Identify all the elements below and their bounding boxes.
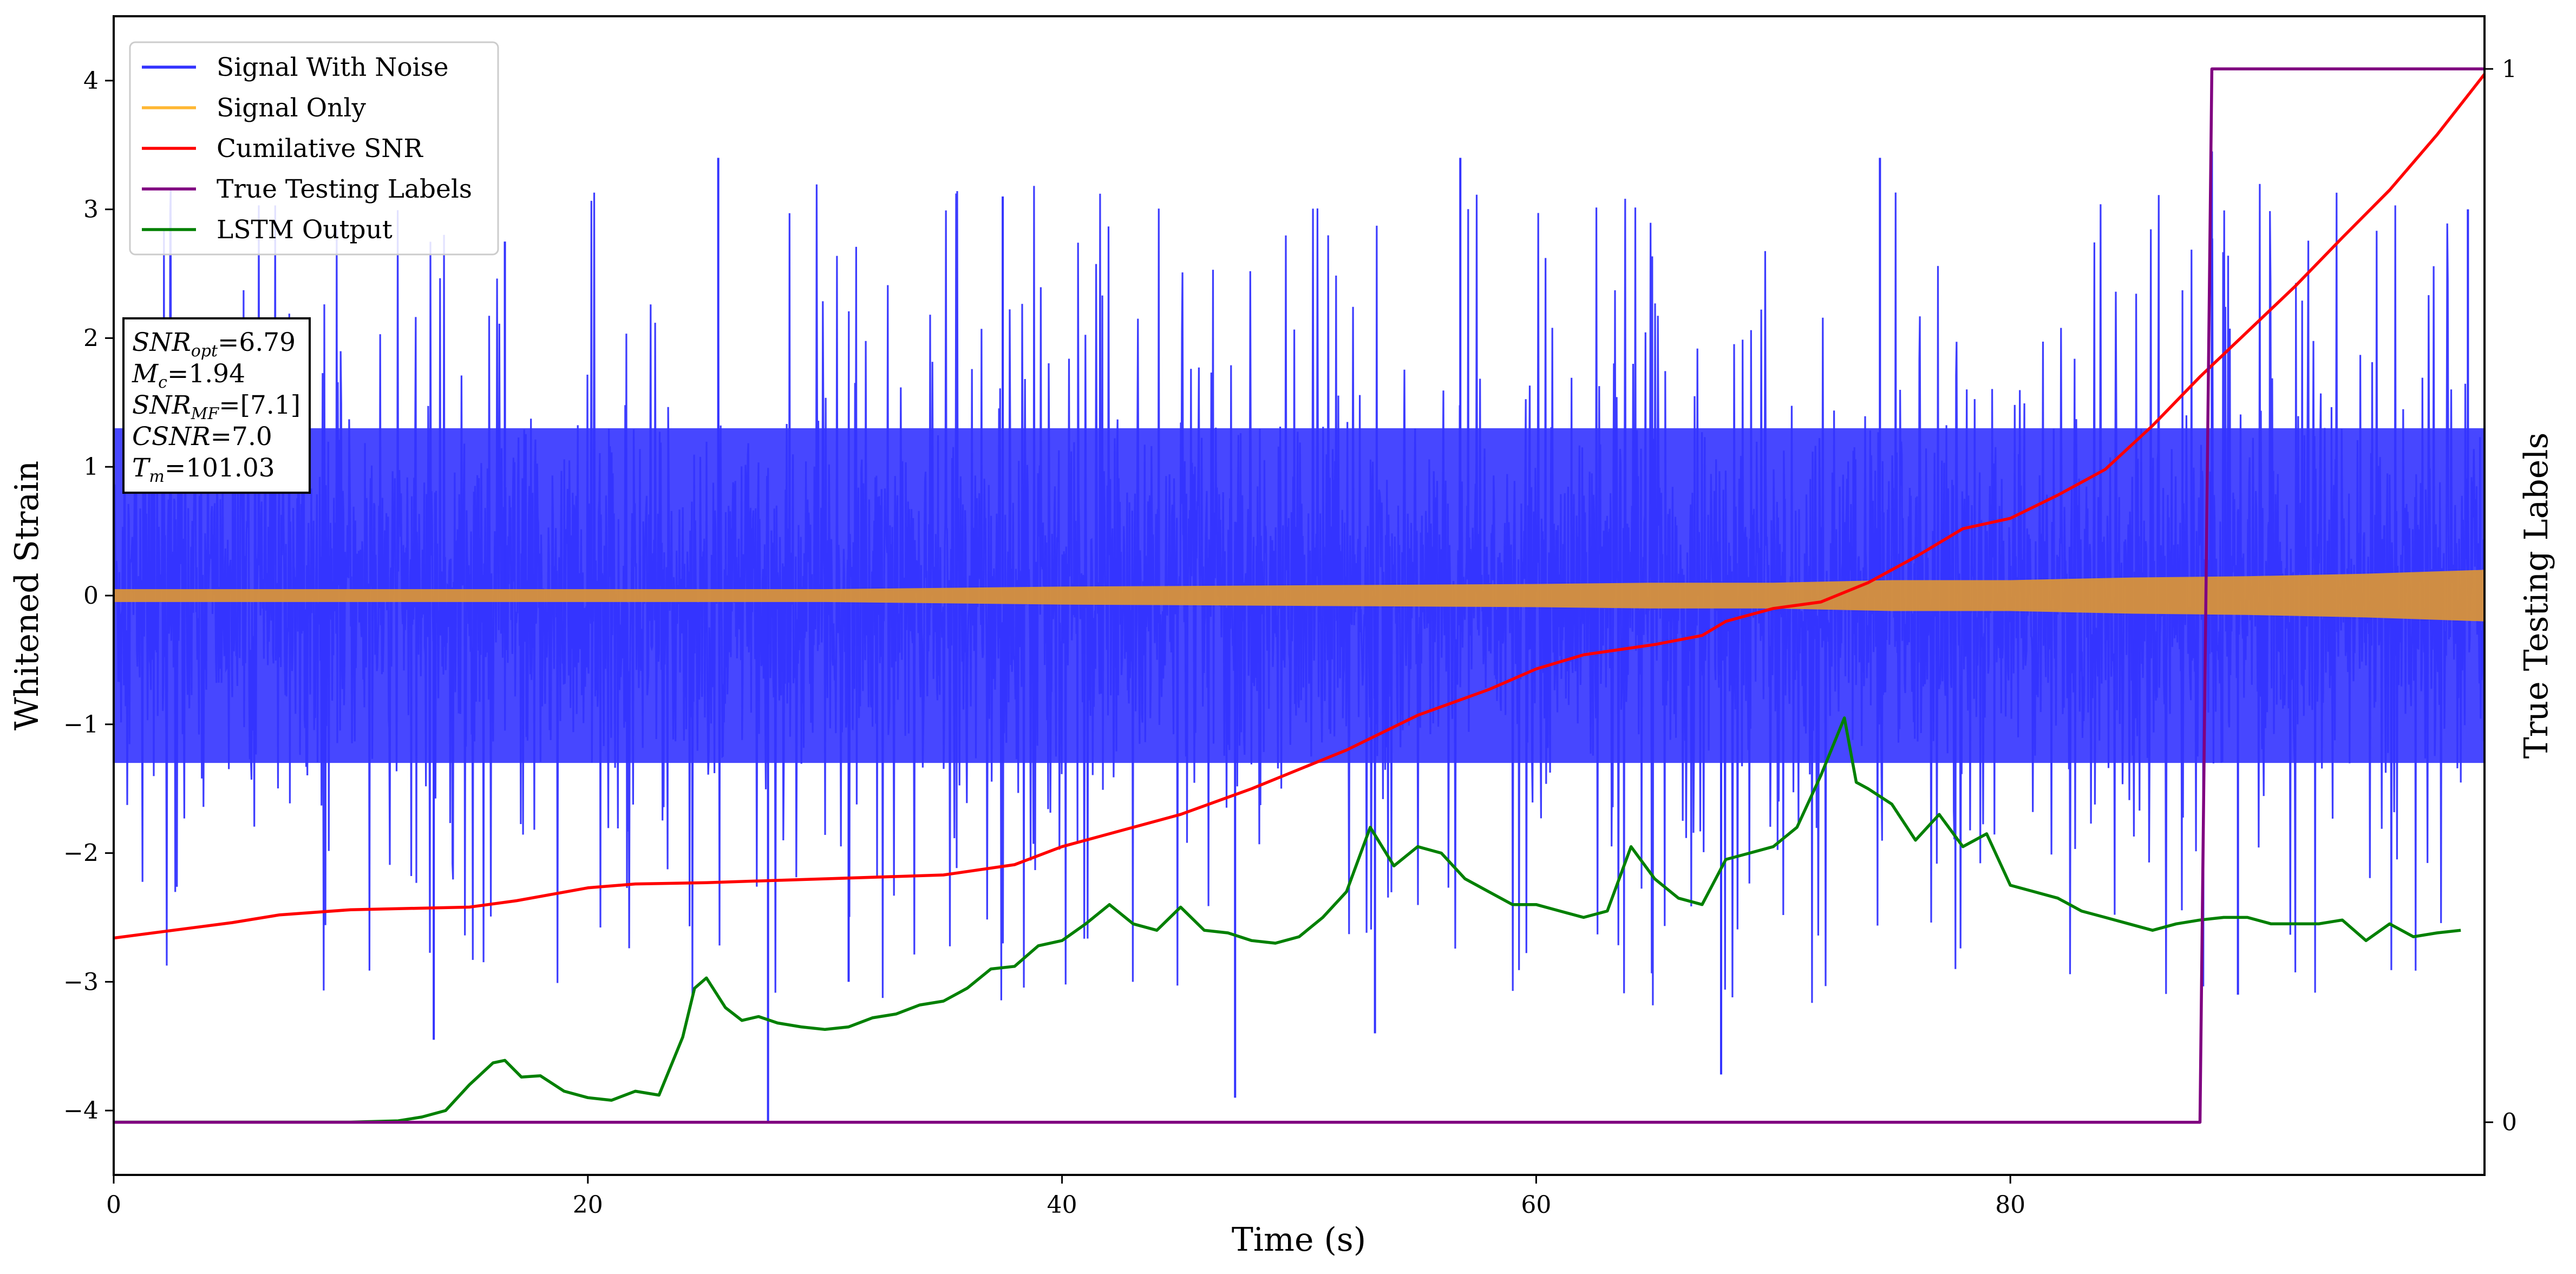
legend-label: True Testing Labels — [217, 174, 472, 204]
annotation-line: Tm=101.03 — [132, 453, 275, 486]
legend-label: Signal With Noise — [217, 53, 449, 82]
y-tick-label: 4 — [83, 67, 99, 95]
x-tick-label: 20 — [573, 1191, 603, 1219]
annotation-box-frame — [122, 317, 311, 494]
x-tick-label: 80 — [1995, 1191, 2025, 1219]
lstm-output-line — [114, 716, 2461, 1124]
y-tick-label: 1 — [83, 453, 99, 481]
legend-box — [129, 41, 499, 256]
y2-tick-label: 1 — [2502, 55, 2517, 83]
y-tick-label: −4 — [63, 1097, 99, 1125]
annotation-line: SNRMF=[7.1] — [132, 390, 300, 423]
x-tick-label: 0 — [106, 1191, 121, 1219]
legend: Signal With Noise Signal Only Cumilative S… — [129, 41, 499, 256]
y2-axis-label: True Testing Labels — [2518, 433, 2555, 759]
x-tick-label: 40 — [1047, 1191, 1077, 1219]
y-tick-label: 3 — [83, 196, 99, 224]
x-axis-label: Time (s) — [1232, 1221, 1366, 1259]
y-tick-label: −2 — [63, 840, 99, 867]
signal-only-series — [114, 570, 2485, 622]
cumulative-snr-line — [114, 73, 2485, 940]
y-tick-label: 2 — [83, 324, 99, 352]
plot-area — [114, 67, 2485, 1124]
y-tick-label: −1 — [63, 711, 99, 739]
x-tick-label: 60 — [1521, 1191, 1551, 1219]
annotation-line: Mc=1.94 — [132, 359, 245, 392]
y-axis-label: Whitened Strain — [8, 461, 46, 730]
line-series-group — [114, 67, 2485, 1124]
signal-only-envelope — [114, 570, 2485, 622]
y-tick-label: −3 — [63, 968, 99, 996]
y-tick-label: 0 — [83, 582, 99, 610]
legend-label: Signal Only — [217, 93, 366, 123]
legend-label: LSTM Output — [217, 215, 393, 245]
parameter-annotation-box: SNRopt=6.79Mc=1.94SNRMF=[7.1]CSNR=7.0Tm=… — [122, 317, 311, 494]
y2-tick-label: 0 — [2502, 1109, 2517, 1136]
true-testing-labels-line — [114, 67, 2485, 1124]
annotation-line: CSNR=7.0 — [132, 422, 272, 452]
annotation-line: SNRopt=6.79 — [132, 328, 296, 361]
legend-label: Cumilative SNR — [217, 134, 423, 164]
